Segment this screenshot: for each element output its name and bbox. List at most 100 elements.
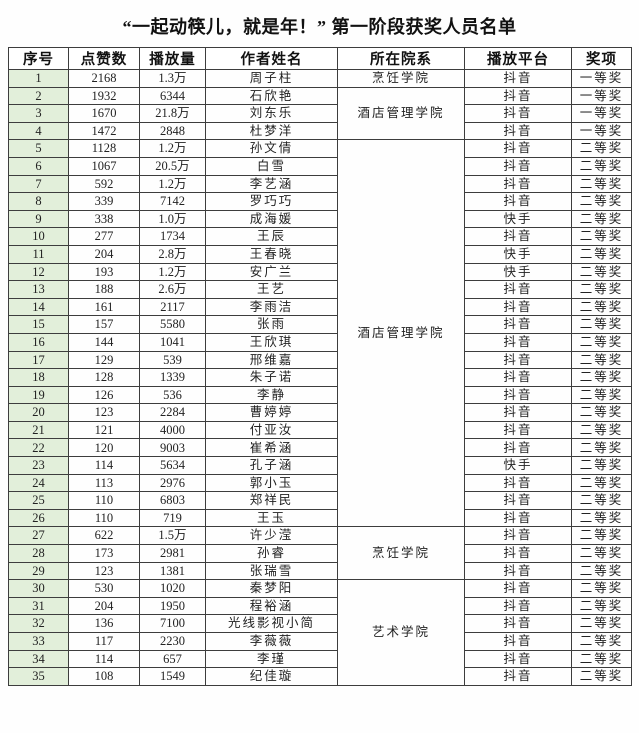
- likes-cell: 1128: [68, 139, 140, 158]
- platform-cell: 抖音: [464, 385, 572, 405]
- award-cell: 二等奖: [571, 385, 632, 405]
- row-no-cell: 11: [8, 244, 69, 264]
- table-row: 30 530 1020 秦梦阳 艺术学院 抖音 二等奖: [8, 579, 632, 686]
- table-row: 14 161 2117 李雨洁 抖音 二等奖: [8, 297, 632, 317]
- name-cell: 纪佳璇: [205, 667, 338, 686]
- platform-cell: 抖音: [464, 139, 572, 158]
- platform-cell: 抖音: [464, 596, 572, 616]
- row-no-cell: 12: [8, 262, 69, 282]
- plays-cell: 5580: [139, 315, 206, 334]
- table-row: 19 126 536 李静 抖音 二等奖: [8, 385, 632, 405]
- table-row: 12 193 1.2万 安广兰 快手 二等奖: [8, 262, 632, 282]
- likes-cell: 113: [68, 473, 140, 493]
- plays-cell: 657: [139, 649, 206, 669]
- name-cell: 刘东乐: [205, 104, 338, 123]
- platform-cell: 抖音: [464, 297, 572, 317]
- award-cell: 一等奖: [571, 104, 632, 123]
- award-cell: 二等奖: [571, 244, 632, 264]
- row-no-cell: 30: [8, 579, 69, 598]
- name-cell: 杜梦洋: [205, 121, 338, 141]
- row-no-cell: 25: [8, 491, 69, 510]
- likes-cell: 338: [68, 209, 140, 229]
- likes-cell: 1670: [68, 104, 140, 123]
- table-row: 8 339 7142 罗巧巧 抖音 二等奖: [8, 192, 632, 211]
- plays-cell: 2117: [139, 297, 206, 317]
- platform-cell: 抖音: [464, 332, 572, 352]
- name-cell: 秦梦阳: [205, 579, 338, 598]
- platform-cell: 抖音: [464, 368, 572, 387]
- platform-cell: 抖音: [464, 104, 572, 123]
- platform-cell: 抖音: [464, 561, 572, 581]
- platform-cell: 抖音: [464, 174, 572, 194]
- name-cell: 张雨: [205, 315, 338, 334]
- plays-cell: 2.8万: [139, 244, 206, 264]
- row-no-cell: 35: [8, 667, 69, 686]
- name-cell: 白雪: [205, 156, 338, 176]
- row-no-cell: 13: [8, 280, 69, 299]
- table-row: 23 114 5634 孔子涵 快手 二等奖: [8, 456, 632, 475]
- row-no-cell: 19: [8, 385, 69, 405]
- table-row: 15 157 5580 张雨 抖音 二等奖: [8, 315, 632, 334]
- name-cell: 孙文倩: [205, 139, 338, 158]
- table-row: 35 108 1549 纪佳璇 抖音 二等奖: [8, 667, 632, 686]
- name-cell: 张瑞雪: [205, 561, 338, 581]
- platform-cell: 抖音: [464, 473, 572, 493]
- name-cell: 王辰: [205, 227, 338, 246]
- col-header-plays: 播放量: [139, 47, 206, 70]
- table-row: 32 136 7100 光线影视小简 抖音 二等奖: [8, 614, 632, 633]
- platform-cell: 抖音: [464, 649, 572, 669]
- platform-cell: 抖音: [464, 667, 572, 686]
- award-cell: 二等奖: [571, 262, 632, 282]
- table-row: 16 144 1041 王欣琪 抖音 二等奖: [8, 332, 632, 352]
- award-cell: 二等奖: [571, 315, 632, 334]
- plays-cell: 2284: [139, 403, 206, 422]
- platform-cell: 抖音: [464, 544, 572, 563]
- page-title: “一起动筷儿，就是年！” 第一阶段获奖人员名单: [122, 17, 517, 37]
- row-no-cell: 16: [8, 332, 69, 352]
- row-no-cell: 33: [8, 632, 69, 651]
- dept-cell: 酒店管理学院: [337, 86, 465, 141]
- table-row: 9 338 1.0万 成海媛 快手 二等奖: [8, 209, 632, 229]
- award-cell: 二等奖: [571, 297, 632, 317]
- likes-cell: 157: [68, 315, 140, 334]
- table-row: 29 123 1381 张瑞雪 抖音 二等奖: [8, 561, 632, 581]
- plays-cell: 1549: [139, 667, 206, 686]
- row-no-cell: 15: [8, 315, 69, 334]
- plays-cell: 1.0万: [139, 209, 206, 229]
- likes-cell: 128: [68, 368, 140, 387]
- platform-cell: 抖音: [464, 526, 572, 546]
- award-cell: 二等奖: [571, 332, 632, 352]
- award-cell: 二等奖: [571, 614, 632, 633]
- table-row: 25 110 6803 郑祥民 抖音 二等奖: [8, 491, 632, 510]
- table-row: 21 121 4000 付亚汝 抖音 二等奖: [8, 420, 632, 440]
- dept-cell: 烹饪学院: [337, 69, 465, 88]
- name-cell: 王艺: [205, 280, 338, 299]
- row-no-cell: 8: [8, 192, 69, 211]
- platform-cell: 抖音: [464, 420, 572, 440]
- plays-cell: 6344: [139, 86, 206, 106]
- row-no-cell: 3: [8, 104, 69, 123]
- row-no-cell: 1: [8, 69, 69, 88]
- award-cell: 一等奖: [571, 86, 632, 106]
- likes-cell: 193: [68, 262, 140, 282]
- table-row: 31 204 1950 程裕涵 抖音 二等奖: [8, 596, 632, 616]
- likes-cell: 117: [68, 632, 140, 651]
- table-row: 28 173 2981 孙睿 抖音 二等奖: [8, 544, 632, 563]
- plays-cell: 2976: [139, 473, 206, 493]
- platform-cell: 抖音: [464, 121, 572, 141]
- table-row: 33 117 2230 李薇薇 抖音 二等奖: [8, 632, 632, 651]
- plays-cell: 2848: [139, 121, 206, 141]
- platform-cell: 快手: [464, 262, 572, 282]
- platform-cell: 抖音: [464, 69, 572, 88]
- award-cell: 二等奖: [571, 649, 632, 669]
- award-cell: 一等奖: [571, 69, 632, 88]
- plays-cell: 1.2万: [139, 139, 206, 158]
- platform-cell: 快手: [464, 209, 572, 229]
- award-cell: 二等奖: [571, 368, 632, 387]
- name-cell: 王玉: [205, 508, 338, 528]
- name-cell: 崔希涵: [205, 438, 338, 458]
- row-no-cell: 24: [8, 473, 69, 493]
- row-no-cell: 27: [8, 526, 69, 546]
- row-no-cell: 2: [8, 86, 69, 106]
- likes-cell: 339: [68, 192, 140, 211]
